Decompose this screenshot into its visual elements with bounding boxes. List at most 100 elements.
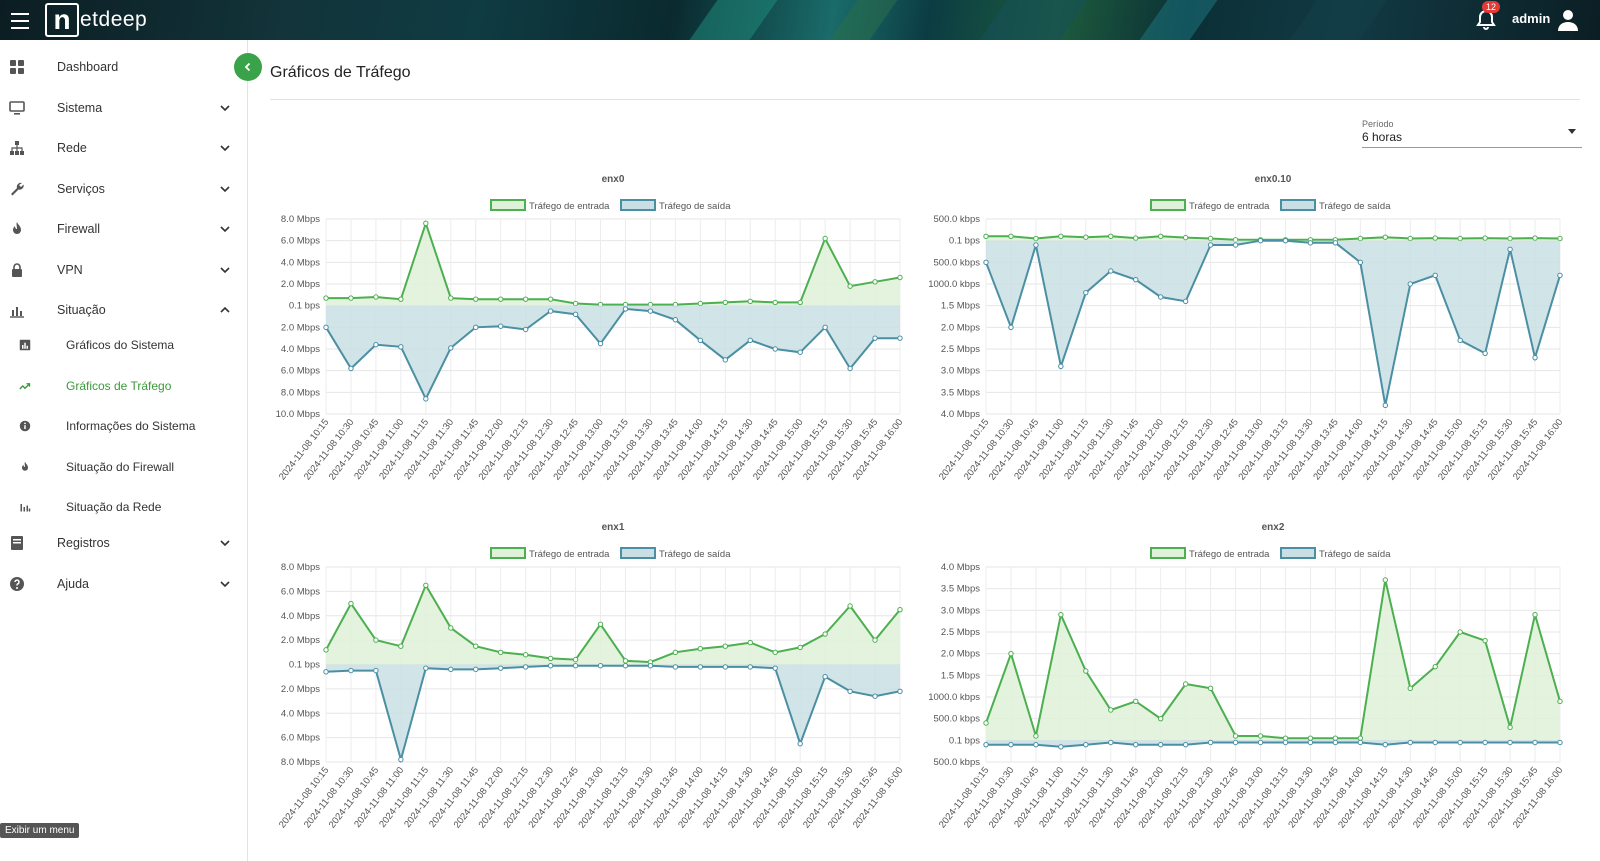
data-point-in bbox=[547, 296, 554, 302]
series-area-in bbox=[326, 223, 900, 306]
data-point-out bbox=[1382, 402, 1389, 409]
data-point-in bbox=[1207, 685, 1214, 692]
data-point-in bbox=[323, 295, 329, 301]
period-value: 6 horas bbox=[1362, 130, 1403, 144]
data-point-out bbox=[1133, 741, 1139, 748]
data-point-in bbox=[983, 233, 989, 240]
data-point-out bbox=[323, 669, 329, 675]
sidebar-item-dashboard[interactable]: Dashboard bbox=[0, 51, 248, 83]
y-tick-label: 2.0 Mbps bbox=[281, 322, 320, 333]
sidebar-item-gr-ficos-do-sistema[interactable]: Gráficos do Sistema bbox=[0, 329, 248, 361]
sidebar-item-label: VPN bbox=[57, 262, 83, 277]
collapse-sidebar-button[interactable] bbox=[234, 53, 262, 81]
y-tick-label: 0.1 bps bbox=[949, 236, 980, 247]
sidebar-item-gr-ficos-de-tr-fego[interactable]: Gráficos de Tráfego bbox=[0, 370, 248, 402]
data-point-out bbox=[647, 308, 654, 314]
data-point-out bbox=[697, 337, 704, 344]
data-point-out bbox=[448, 666, 454, 673]
bars-icon bbox=[20, 504, 31, 512]
data-point-in bbox=[1133, 698, 1139, 705]
hamburger-menu-icon[interactable] bbox=[8, 8, 32, 32]
y-tick-label: 6.0 Mbps bbox=[281, 366, 320, 377]
data-point-out bbox=[1282, 237, 1289, 244]
chevron-down-icon bbox=[220, 145, 230, 152]
y-tick-label: 4.0 Mbps bbox=[281, 708, 320, 719]
data-point-out bbox=[522, 664, 529, 670]
data-point-out bbox=[1532, 739, 1538, 746]
sidebar-item-situa-o-da-rede[interactable]: Situação da Rede bbox=[0, 491, 248, 523]
y-tick-label: 3.0 Mbps bbox=[941, 605, 980, 616]
period-select[interactable]: Período 6 horas bbox=[1362, 118, 1582, 148]
data-point-in bbox=[473, 643, 479, 649]
data-point-in bbox=[983, 720, 989, 726]
data-point-out bbox=[1332, 240, 1339, 246]
data-point-in bbox=[1157, 715, 1164, 722]
sidebar-item-servi-os[interactable]: Serviços bbox=[0, 173, 248, 205]
data-point-in bbox=[872, 279, 878, 285]
data-point-out bbox=[847, 365, 853, 372]
sidebar-item-situa-o-do-firewall[interactable]: Situação do Firewall bbox=[0, 451, 248, 483]
data-point-in bbox=[423, 220, 429, 227]
sidebar-item-registros[interactable]: Registros bbox=[0, 527, 248, 559]
sidebar-item-rede[interactable]: Rede bbox=[0, 132, 248, 164]
sidebar-item-vpn[interactable]: VPN bbox=[0, 254, 248, 286]
menu-tooltip: Exibir um menu bbox=[0, 823, 80, 838]
data-point-out bbox=[1058, 744, 1064, 750]
chart-title: enx0 bbox=[602, 174, 625, 185]
data-point-out bbox=[1207, 739, 1214, 746]
data-point-in bbox=[1532, 611, 1538, 618]
y-tick-label: 10.0 Mbps bbox=[276, 409, 321, 420]
data-point-out bbox=[547, 663, 554, 669]
sidebar-item-informa-es-do-sistema[interactable]: Informações do Sistema bbox=[0, 410, 248, 442]
y-tick-label: 2.5 Mbps bbox=[941, 627, 980, 638]
data-point-in bbox=[1157, 233, 1164, 240]
data-point-out bbox=[983, 741, 989, 748]
data-point-in bbox=[572, 300, 579, 307]
legend-swatch-out bbox=[1280, 547, 1316, 559]
trend-icon bbox=[19, 382, 31, 389]
chevron-down-icon bbox=[220, 540, 230, 547]
sidebar-item-sistema[interactable]: Sistema bbox=[0, 92, 248, 124]
sidebar-item-label: Gráficos do Sistema bbox=[66, 338, 175, 352]
data-point-in bbox=[697, 300, 704, 307]
sidebar-item-situa-o[interactable]: Situação bbox=[0, 294, 248, 326]
chevron-down-icon bbox=[220, 185, 230, 192]
data-point-out bbox=[497, 323, 504, 329]
series-area-out bbox=[326, 305, 900, 399]
data-point-in bbox=[373, 637, 379, 643]
data-point-out bbox=[822, 324, 828, 331]
chart-svg: enx1 Tráfego de entrada Tráfego de saída 8.… bbox=[277, 522, 905, 830]
data-point-out bbox=[1482, 350, 1488, 357]
header-background-stripe bbox=[958, 0, 1102, 40]
data-point-out bbox=[1407, 739, 1413, 746]
data-point-out bbox=[897, 688, 903, 695]
data-point-in bbox=[448, 625, 454, 631]
data-point-in bbox=[897, 274, 903, 281]
sidebar-item-firewall[interactable]: Firewall bbox=[0, 213, 248, 245]
data-point-in bbox=[497, 296, 504, 302]
user-avatar-icon[interactable] bbox=[1556, 8, 1580, 32]
series-line-in bbox=[325, 583, 901, 664]
netdeep-logo[interactable]: n etdeep bbox=[45, 2, 147, 38]
data-point-out bbox=[1357, 739, 1364, 746]
data-point-in bbox=[1058, 233, 1064, 240]
header-background-stripe bbox=[668, 0, 792, 40]
user-name[interactable]: admin bbox=[1512, 11, 1551, 26]
data-point-in bbox=[398, 296, 404, 302]
data-point-in bbox=[1207, 235, 1214, 242]
legend-swatch-out bbox=[620, 547, 656, 559]
data-point-in bbox=[597, 621, 604, 627]
data-point-out bbox=[983, 259, 989, 266]
series-line-in bbox=[985, 579, 1561, 740]
data-point-in bbox=[1307, 735, 1314, 741]
y-tick-label: 2.0 Mbps bbox=[281, 684, 320, 695]
sidebar-item-ajuda[interactable]: Ajuda bbox=[0, 568, 248, 600]
data-point-in bbox=[398, 643, 404, 649]
data-point-out bbox=[1182, 741, 1189, 748]
chart-enx0: enx0 Tráfego de entrada Tráfego de saída 8.… bbox=[270, 172, 920, 502]
data-point-out bbox=[1507, 739, 1513, 746]
legend-label-out: Tráfego de saída bbox=[1319, 201, 1391, 212]
header-background-stripe bbox=[808, 0, 912, 40]
chart-icon bbox=[19, 339, 31, 351]
book-icon bbox=[11, 536, 23, 550]
